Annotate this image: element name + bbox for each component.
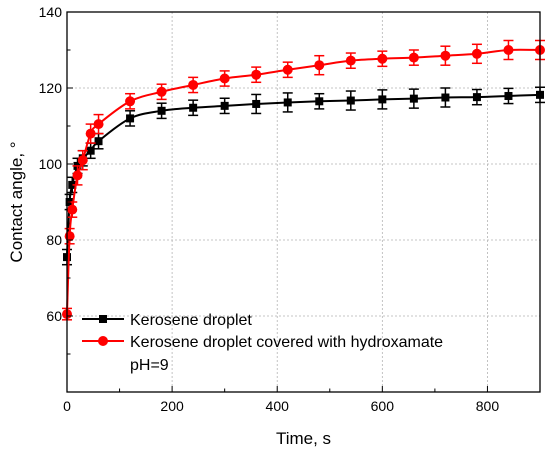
data-point <box>282 64 293 75</box>
data-point <box>503 45 514 55</box>
data-point <box>346 96 355 105</box>
x-axis-title: Time, s <box>276 429 331 448</box>
data-point <box>94 137 103 146</box>
data-point <box>377 53 388 64</box>
legend: Kerosene droplet Kerosene droplet covere… <box>82 312 443 351</box>
data-point <box>67 204 78 215</box>
legend-label-kerosene: Kerosene droplet <box>130 312 252 329</box>
data-point <box>472 93 481 102</box>
data-point <box>409 94 418 103</box>
ph-annotation: pH=9 <box>130 357 169 374</box>
data-point <box>72 170 83 181</box>
legend-marker-circle <box>98 336 108 346</box>
y-tick-label: 100 <box>39 156 63 172</box>
x-tick-label: 200 <box>160 398 184 414</box>
data-point <box>345 55 356 66</box>
legend-label-hydroxamate: Kerosene droplet covered with hydroxamat… <box>130 334 443 351</box>
series-layer <box>62 39 545 321</box>
axis-ticks: 0 200 400 600 800 60 80 100 120 140 <box>39 4 541 414</box>
data-point <box>93 119 104 130</box>
data-point <box>283 98 292 107</box>
x-tick-label: 400 <box>266 398 290 414</box>
y-tick-label: 120 <box>39 80 63 96</box>
data-point <box>504 91 513 100</box>
data-point <box>378 95 387 104</box>
data-point <box>441 93 450 102</box>
data-point <box>86 146 95 155</box>
data-point <box>314 60 325 71</box>
y-tick-label: 140 <box>39 4 63 20</box>
data-point <box>68 180 77 189</box>
x-tick-label: 0 <box>63 398 71 414</box>
data-point <box>125 96 136 107</box>
data-point <box>220 101 229 110</box>
data-point <box>126 114 135 123</box>
data-point <box>219 73 230 84</box>
data-point <box>408 52 419 63</box>
data-point <box>189 103 198 112</box>
data-point <box>157 106 166 115</box>
data-point <box>252 99 261 108</box>
legend-marker-square <box>99 315 107 323</box>
data-point <box>85 128 96 139</box>
x-tick-label: 600 <box>371 398 395 414</box>
data-point <box>315 97 324 106</box>
y-axis-title: Contact angle, ° <box>7 141 26 262</box>
series-1 <box>62 39 545 321</box>
x-tick-label: 800 <box>476 398 500 414</box>
data-point <box>156 86 167 97</box>
data-point <box>440 50 451 61</box>
grid-lines <box>67 12 540 392</box>
y-tick-label: 60 <box>46 308 62 324</box>
y-tick-label: 80 <box>46 232 62 248</box>
data-point <box>251 69 262 80</box>
data-point <box>471 48 482 59</box>
data-point <box>77 155 88 166</box>
data-point <box>188 79 199 90</box>
